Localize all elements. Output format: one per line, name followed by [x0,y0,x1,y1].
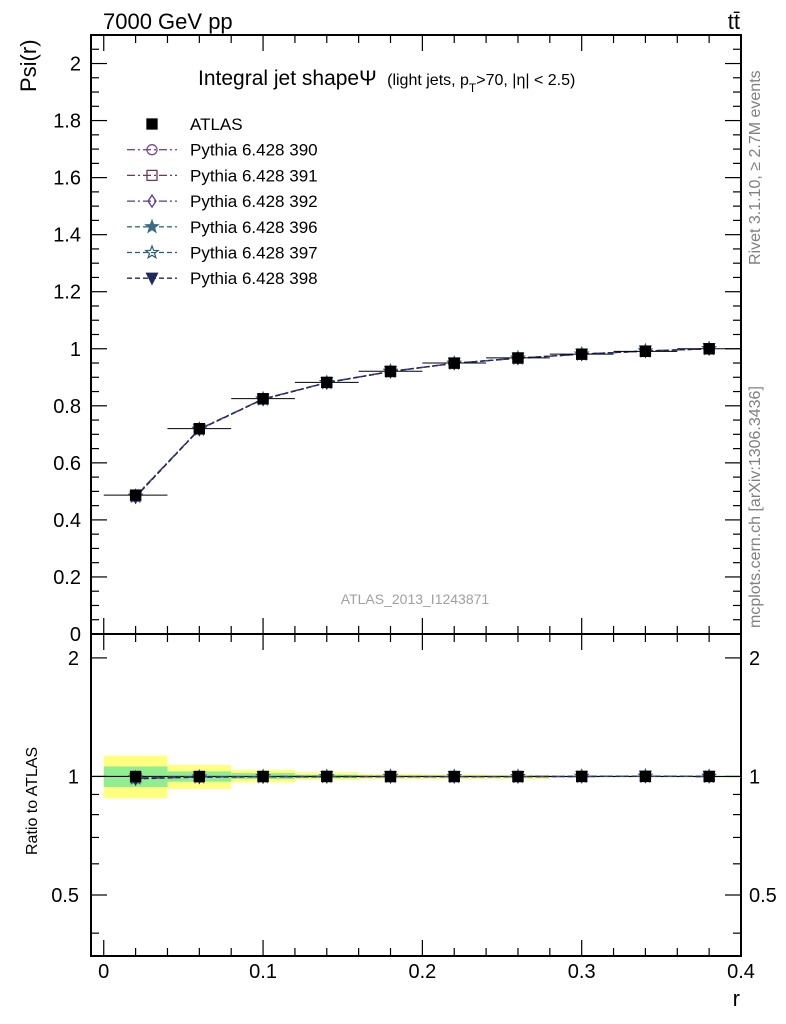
legend-label: Pythia 6.428 390 [190,141,318,160]
ratio-atlas-point [257,770,269,783]
atlas-data-point [129,489,142,501]
legend-marker [146,169,158,182]
main-y-tick-label: 1.2 [53,282,81,304]
ratio-atlas-point [129,770,142,783]
main-y-tick-label: 0.2 [53,567,81,589]
main-y-tick-label: 1 [70,339,81,361]
mcplots-side-label: mcplots.cern.ch [arXiv:1306.3436] [747,386,764,628]
x-tick-label: 0.2 [408,961,436,983]
process-label: tt̄ [728,9,740,34]
ratio-y-tick-label: 1 [68,766,79,788]
legend-marker [144,244,160,260]
legend-label: Pythia 6.428 391 [190,166,318,185]
atlas-data-point [639,345,652,357]
legend-marker [146,118,158,130]
main-y-tick-label: 2 [70,54,81,76]
ratio-x-ticks: 0 0.1 0.2 0.3 0.4 [98,634,755,983]
energy-label: 7000 GeV pp [103,9,233,34]
ratio-atlas-point [639,770,652,783]
main-series-group [103,340,741,505]
ratio-atlas-point [703,770,715,783]
rivet-side-label: Rivet 3.1.10, ≥ 2.7M events [747,70,764,265]
x-tick-label: 0.1 [249,961,277,983]
main-y-tick-label: 0.8 [53,396,81,418]
chart-title: Integral jet shapeΨ (light jets, pT>70, … [198,67,575,95]
ratio-y-tick-label-right: 1 [749,766,760,788]
ratio-atlas-point [321,770,333,783]
atlas-data-point [257,393,269,405]
legend-label: Pythia 6.428 398 [190,269,318,288]
atlas-data-point [384,365,397,377]
ratio-plot-frame [90,633,742,957]
legend: ATLAS Pythia 6.428 390 Pythia 6.428 391 Pyt… [127,115,318,288]
ratio-atlas-point [448,770,460,783]
legend-label: Pythia 6.428 392 [190,192,318,211]
ratio-y-axis-label: Ratio to ATLAS [24,747,41,855]
legend-label: Pythia 6.428 397 [190,244,318,263]
legend-marker [145,272,159,286]
atlas-data-point [448,357,460,369]
ratio-y-ticks: 0.5 0.5 1 1 2 2 [51,648,777,934]
ratio-atlas-point [384,770,397,783]
ratio-y-tick-label-right: 0.5 [749,885,777,907]
main-panel: 0 0.2 0.4 0.6 0.8 1 1.2 1.4 1.6 1.8 2 Psi(r) Integ… [16,34,742,646]
legend-marker [146,144,158,156]
main-y-tick-label: 1.6 [53,168,81,190]
ratio-atlas-point [512,770,524,783]
ratio-panel: 0.5 0.51 12 2 0 0.1 0.2 0.3 0.4 Ratio to ATLAS … [24,633,777,1011]
x-tick-label: 0.4 [727,961,755,983]
main-plot-frame [90,34,742,635]
main-y-ticks: 0 0.2 0.4 0.6 0.8 1 1.2 1.4 1.6 1.8 2 [53,34,741,646]
title-main: Integral jet shapeΨ [198,67,377,90]
atlas-data-point [576,348,588,360]
ratio-y-tick-label: 0.5 [51,885,79,907]
atlas-data-point [703,343,715,355]
ratio-atlas-point [576,770,588,783]
atlas-data-point [321,376,333,389]
title-sub-post: >70, |η| < 2.5) [476,72,575,89]
x-axis-label: r [733,986,740,1011]
legend-label: Pythia 6.428 396 [190,218,318,237]
main-series-line [135,348,710,498]
atlas-data-point [512,352,524,364]
analysis-id-label: ATLAS_2013_I1243871 [341,591,490,607]
title-sub-pre: (light jets, p [387,72,469,89]
ratio-atlas-point [193,770,205,783]
ratio-y-tick-label-right: 2 [749,648,760,670]
main-y-tick-label: 0.4 [53,510,81,532]
ratio-series-group [127,768,717,787]
main-y-tick-label: 0.6 [53,453,81,475]
main-y-tick-label: 1.4 [53,225,81,247]
main-y-axis-label: Psi(r) [16,39,41,92]
x-tick-label: 0.3 [568,961,596,983]
main-x-ticks [103,35,742,634]
main-y-tick-label: 0 [70,624,81,646]
x-tick-label: 0 [98,961,109,983]
atlas-data-point [193,422,205,435]
legend-marker [147,193,157,209]
ratio-y-tick-label: 2 [68,648,79,670]
legend-label: ATLAS [190,115,243,134]
main-y-tick-label: 1.8 [53,111,81,133]
title-sub-T: T [469,81,477,95]
legend-marker [144,218,160,234]
